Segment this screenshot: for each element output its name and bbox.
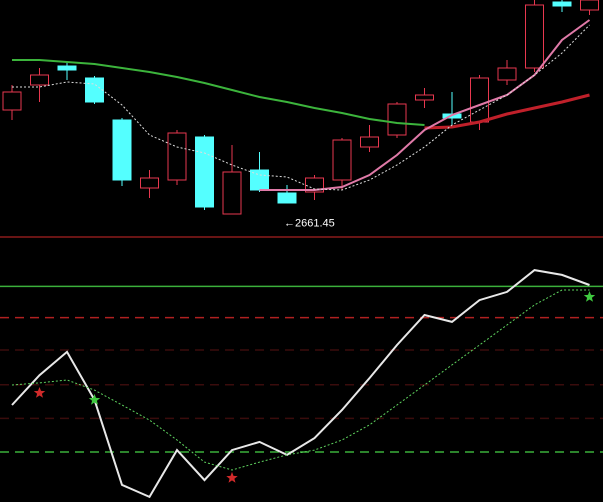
candle-body bbox=[360, 136, 379, 148]
indicator-line bbox=[424, 93, 590, 130]
candle-body bbox=[112, 119, 132, 181]
star-marker bbox=[583, 291, 596, 302]
star-marker bbox=[226, 471, 238, 483]
candle-body bbox=[195, 136, 214, 208]
candle-body bbox=[222, 171, 242, 215]
indicator-line bbox=[11, 289, 590, 471]
candle-body bbox=[85, 77, 104, 103]
candle-body bbox=[167, 132, 187, 181]
candle-body bbox=[580, 0, 599, 11]
candle-body bbox=[277, 192, 297, 204]
candle-body bbox=[57, 65, 77, 71]
candle-body bbox=[305, 177, 324, 193]
candle-body bbox=[470, 77, 489, 123]
candle-body bbox=[497, 67, 517, 81]
candle-body bbox=[140, 177, 159, 189]
low-price-label: ←2661.45 bbox=[284, 217, 335, 229]
indicator-line bbox=[12, 24, 590, 191]
candle-body bbox=[552, 1, 572, 7]
indicator-line bbox=[12, 59, 425, 126]
candle-body bbox=[30, 74, 49, 86]
star-marker bbox=[33, 387, 46, 398]
indicator-line bbox=[259, 19, 591, 191]
star-marker bbox=[88, 393, 101, 405]
candle-body bbox=[525, 4, 544, 69]
candle-body bbox=[332, 139, 352, 181]
candle-body bbox=[2, 91, 22, 111]
candle-body bbox=[415, 94, 434, 101]
candle-body bbox=[387, 103, 407, 136]
indicator-line bbox=[11, 269, 590, 499]
